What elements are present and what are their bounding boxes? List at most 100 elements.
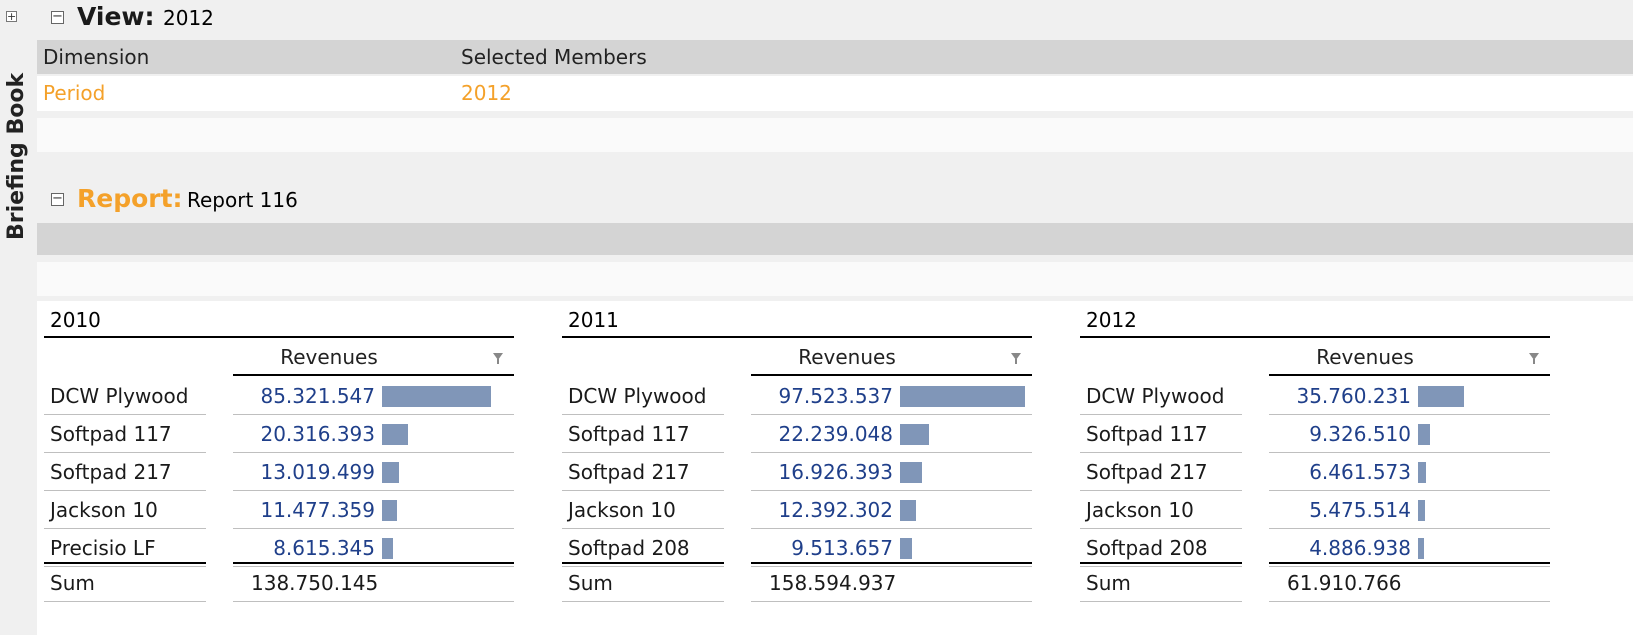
sum-row[interactable]: Sum 138.750.145: [37, 564, 517, 602]
revenue-bar: [382, 500, 397, 521]
product-name[interactable]: Softpad 117: [568, 422, 690, 446]
revenue-value[interactable]: 4.886.938: [1309, 536, 1411, 560]
briefing-book-label[interactable]: Briefing Book: [4, 72, 29, 240]
revenue-value[interactable]: 13.019.499: [260, 460, 375, 484]
table-row[interactable]: Softpad 217 6.461.573: [1073, 453, 1553, 491]
row-separator: [1269, 452, 1550, 453]
row-separator: [1080, 452, 1242, 453]
row-separator: [44, 452, 206, 453]
sum-divider: [1269, 562, 1550, 564]
main-panel: − View: 2012 Dimension Selected Members …: [37, 0, 1633, 635]
row-separator: [751, 452, 1032, 453]
row-separator: [562, 490, 724, 491]
sum-row[interactable]: Sum 158.594.937: [555, 564, 1035, 602]
sort-filter-icon[interactable]: [1529, 353, 1539, 364]
dimension-row[interactable]: Period 2012: [37, 76, 1633, 111]
product-name[interactable]: Softpad 208: [1086, 536, 1208, 560]
revenue-value[interactable]: 20.316.393: [260, 422, 375, 446]
collapse-view-icon[interactable]: −: [51, 9, 64, 24]
sum-value[interactable]: 158.594.937: [769, 571, 897, 595]
revenue-value[interactable]: 12.392.302: [778, 498, 893, 522]
table-row[interactable]: Softpad 217 13.019.499: [37, 453, 517, 491]
report-name: Report 116: [187, 188, 298, 212]
product-name[interactable]: DCW Plywood: [1086, 384, 1225, 408]
revenues-column-header[interactable]: Revenues: [280, 345, 378, 369]
row-separator: [1269, 601, 1550, 602]
product-name[interactable]: DCW Plywood: [568, 384, 707, 408]
revenue-bar: [900, 500, 916, 521]
table-row[interactable]: Jackson 10 12.392.302: [555, 491, 1035, 529]
revenue-bar: [382, 386, 491, 407]
table-row[interactable]: Softpad 208 4.886.938: [1073, 529, 1553, 567]
revenue-bar: [1418, 424, 1430, 445]
expand-icon[interactable]: +: [6, 10, 17, 23]
revenue-value[interactable]: 8.615.345: [273, 536, 375, 560]
revenue-value[interactable]: 85.321.547: [260, 384, 375, 408]
sum-value[interactable]: 138.750.145: [251, 571, 379, 595]
table-row[interactable]: Jackson 10 5.475.514: [1073, 491, 1553, 529]
report-title: Report:: [77, 184, 183, 213]
product-name[interactable]: Softpad 117: [50, 422, 172, 446]
table-row[interactable]: DCW Plywood 35.760.231: [1073, 377, 1553, 415]
table-row[interactable]: Softpad 117 22.239.048: [555, 415, 1035, 453]
product-name[interactable]: Jackson 10: [568, 498, 676, 522]
row-separator: [1080, 490, 1242, 491]
revenue-value[interactable]: 9.513.657: [791, 536, 893, 560]
revenue-value[interactable]: 6.461.573: [1309, 460, 1411, 484]
dimension-name[interactable]: Period: [43, 81, 106, 105]
sum-row[interactable]: Sum 61.910.766: [1073, 564, 1553, 602]
product-name[interactable]: Softpad 117: [1086, 422, 1208, 446]
table-row[interactable]: Jackson 10 11.477.359: [37, 491, 517, 529]
product-name[interactable]: Softpad 217: [1086, 460, 1208, 484]
sort-filter-icon[interactable]: [1011, 353, 1021, 364]
revenue-value[interactable]: 22.239.048: [778, 422, 893, 446]
table-row[interactable]: Softpad 117 9.326.510: [1073, 415, 1553, 453]
sum-label: Sum: [568, 571, 613, 595]
report-content: 2010 Revenues DCW Plywood 85.321.547 Softpad…: [37, 301, 1633, 635]
briefing-book-strip[interactable]: + Briefing Book: [0, 0, 36, 635]
revenue-table-2012: 2012 Revenues DCW Plywood 35.760.231 Softpad…: [1073, 301, 1550, 635]
row-separator: [1269, 414, 1550, 415]
row-separator: [1080, 528, 1242, 529]
row-separator: [1080, 566, 1242, 567]
row-separator: [233, 414, 514, 415]
product-name[interactable]: Softpad 217: [568, 460, 690, 484]
row-separator: [44, 566, 206, 567]
revenues-column-header[interactable]: Revenues: [798, 345, 896, 369]
revenue-bar: [1418, 462, 1426, 483]
sum-divider: [1080, 562, 1242, 564]
product-name[interactable]: DCW Plywood: [50, 384, 189, 408]
product-name[interactable]: Jackson 10: [1086, 498, 1194, 522]
revenue-value[interactable]: 16.926.393: [778, 460, 893, 484]
revenue-value[interactable]: 11.477.359: [260, 498, 375, 522]
view-title: View:: [77, 2, 155, 31]
product-name[interactable]: Jackson 10: [50, 498, 158, 522]
revenue-value[interactable]: 5.475.514: [1309, 498, 1411, 522]
table-row[interactable]: Softpad 208 9.513.657: [555, 529, 1035, 567]
revenue-value[interactable]: 97.523.537: [778, 384, 893, 408]
sort-filter-icon[interactable]: [493, 353, 503, 364]
table-row[interactable]: Precisio LF 8.615.345: [37, 529, 517, 567]
revenue-value[interactable]: 9.326.510: [1309, 422, 1411, 446]
product-name[interactable]: Softpad 217: [50, 460, 172, 484]
table-row[interactable]: Softpad 117 20.316.393: [37, 415, 517, 453]
revenues-column-header[interactable]: Revenues: [1316, 345, 1414, 369]
revenue-bar: [900, 424, 929, 445]
row-separator: [751, 414, 1032, 415]
table-row[interactable]: DCW Plywood 85.321.547: [37, 377, 517, 415]
table-row[interactable]: Softpad 217 16.926.393: [555, 453, 1035, 491]
row-separator: [233, 601, 514, 602]
revenue-bar: [1418, 386, 1464, 407]
row-separator: [562, 601, 724, 602]
revenue-value[interactable]: 35.760.231: [1296, 384, 1411, 408]
sum-value[interactable]: 61.910.766: [1287, 571, 1402, 595]
row-separator: [751, 528, 1032, 529]
row-separator: [751, 490, 1032, 491]
collapse-report-icon[interactable]: −: [51, 191, 64, 206]
selected-member[interactable]: 2012: [461, 81, 512, 105]
revenue-table-2011: 2011 Revenues DCW Plywood 97.523.537 Softpad…: [555, 301, 1032, 635]
product-name[interactable]: Softpad 208: [568, 536, 690, 560]
product-name[interactable]: Precisio LF: [50, 536, 156, 560]
row-separator: [233, 528, 514, 529]
table-row[interactable]: DCW Plywood 97.523.537: [555, 377, 1035, 415]
